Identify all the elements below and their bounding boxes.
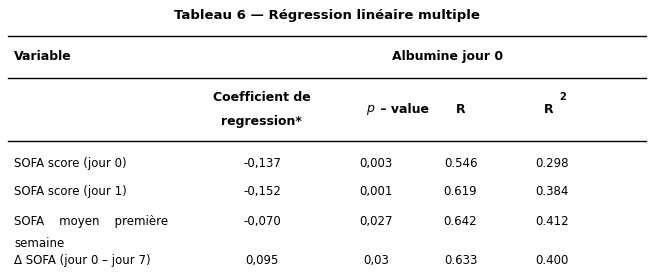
- Text: 0.642: 0.642: [443, 215, 477, 228]
- Text: Δ SOFA (jour 0 – jour 7): Δ SOFA (jour 0 – jour 7): [14, 254, 151, 267]
- Text: 0.546: 0.546: [444, 157, 477, 170]
- Text: SOFA score (jour 1): SOFA score (jour 1): [14, 185, 127, 198]
- Text: 0.633: 0.633: [444, 254, 477, 267]
- Text: 0,027: 0,027: [359, 215, 392, 228]
- Text: 0,001: 0,001: [359, 185, 392, 198]
- Text: 0.400: 0.400: [535, 254, 568, 267]
- Text: 0,03: 0,03: [363, 254, 388, 267]
- Text: SOFA    moyen    première: SOFA moyen première: [14, 215, 169, 228]
- Text: Tableau 6 — Régression linéaire multiple: Tableau 6 — Régression linéaire multiple: [174, 9, 480, 22]
- Text: Variable: Variable: [14, 50, 72, 63]
- Text: 0.384: 0.384: [535, 185, 568, 198]
- Text: – value: – value: [376, 103, 429, 116]
- Text: R: R: [456, 103, 465, 116]
- Text: semaine: semaine: [14, 237, 65, 250]
- Text: 0,095: 0,095: [245, 254, 279, 267]
- Text: 0.619: 0.619: [443, 185, 477, 198]
- Text: -0,070: -0,070: [243, 215, 281, 228]
- Text: -0,152: -0,152: [243, 185, 281, 198]
- Text: 2: 2: [559, 92, 566, 102]
- Text: regression*: regression*: [222, 115, 302, 129]
- Text: 0,003: 0,003: [359, 157, 392, 170]
- Text: 0.298: 0.298: [535, 157, 568, 170]
- Text: Coefficient de: Coefficient de: [213, 90, 311, 104]
- Text: SOFA score (jour 0): SOFA score (jour 0): [14, 157, 127, 170]
- Text: Albumine jour 0: Albumine jour 0: [392, 50, 503, 63]
- Text: R: R: [544, 103, 553, 116]
- Text: $p$: $p$: [366, 102, 376, 116]
- Text: 0.412: 0.412: [535, 215, 568, 228]
- Text: -0,137: -0,137: [243, 157, 281, 170]
